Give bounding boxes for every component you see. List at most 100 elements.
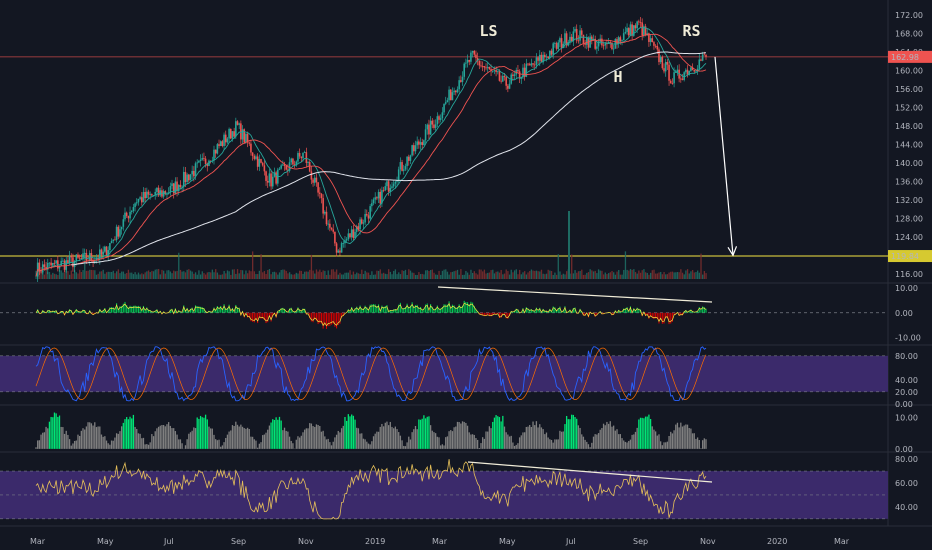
volume-bar bbox=[483, 269, 486, 279]
candle-body bbox=[587, 37, 590, 48]
volume-bar bbox=[493, 273, 496, 279]
candle-body bbox=[315, 177, 318, 183]
candle-body bbox=[219, 141, 222, 146]
candle-body bbox=[552, 43, 554, 55]
volume-bar bbox=[89, 269, 91, 279]
volume-bar bbox=[161, 269, 163, 279]
volume-bar bbox=[213, 272, 215, 279]
candle-body bbox=[345, 239, 348, 241]
candle-body bbox=[513, 74, 516, 76]
candle-body bbox=[664, 61, 667, 72]
candle-body bbox=[367, 215, 370, 219]
candle-body bbox=[648, 33, 650, 42]
volume-bar bbox=[252, 251, 254, 279]
volume-bar bbox=[362, 274, 365, 279]
volume-bar bbox=[691, 270, 694, 279]
volume-bar bbox=[502, 274, 504, 279]
volume-bar bbox=[478, 269, 481, 279]
candle-body bbox=[38, 262, 41, 272]
candle-body bbox=[325, 211, 328, 225]
volume-bar bbox=[206, 272, 208, 279]
volume-bar bbox=[122, 271, 125, 279]
candle-body bbox=[585, 37, 588, 45]
candle-body bbox=[680, 78, 682, 80]
volume-bar bbox=[104, 273, 106, 279]
rsi-divergence-line bbox=[467, 461, 713, 483]
candle-body bbox=[72, 257, 74, 268]
candle-body bbox=[134, 203, 136, 208]
candle-body bbox=[114, 239, 116, 241]
volume-bar bbox=[576, 272, 578, 279]
candle-body bbox=[233, 131, 235, 137]
volume-bar bbox=[233, 269, 235, 279]
candle-body bbox=[340, 243, 343, 253]
candle-body bbox=[65, 260, 68, 270]
volume-bar bbox=[354, 274, 356, 279]
volume-bar bbox=[369, 274, 371, 279]
candle-body bbox=[676, 69, 679, 73]
candle-body bbox=[214, 149, 217, 154]
volume-bar bbox=[418, 272, 420, 279]
candle-body bbox=[332, 229, 335, 232]
candle-body bbox=[50, 262, 52, 266]
volume-bar bbox=[280, 270, 282, 279]
candle-body bbox=[700, 59, 702, 61]
volume-bar bbox=[257, 274, 259, 279]
volume-bar bbox=[126, 272, 128, 279]
volume-bar bbox=[87, 270, 89, 279]
volume-bar bbox=[611, 271, 613, 279]
volume-bar bbox=[431, 269, 433, 279]
candle-body bbox=[606, 43, 608, 45]
volume-spike bbox=[568, 211, 570, 279]
x-tick-label: 2020 bbox=[767, 537, 787, 546]
volume-bar bbox=[604, 272, 606, 279]
volume-bar bbox=[272, 271, 274, 279]
volume-bar bbox=[322, 270, 324, 279]
candle-body bbox=[109, 243, 111, 251]
candle-body bbox=[465, 62, 467, 64]
candle-body bbox=[97, 257, 99, 260]
candle-body bbox=[376, 197, 378, 199]
volume-bar bbox=[455, 270, 457, 279]
volume-bar bbox=[550, 270, 553, 279]
volume-bar bbox=[530, 269, 533, 279]
volume-bar bbox=[428, 270, 430, 279]
candle-body bbox=[554, 43, 556, 44]
volume-bar bbox=[571, 254, 573, 279]
volume-bar bbox=[203, 273, 205, 279]
candle-body bbox=[199, 159, 202, 162]
candle-body bbox=[401, 162, 403, 171]
candle-body bbox=[55, 260, 57, 264]
volume-bar bbox=[144, 272, 146, 279]
volume-bar bbox=[394, 269, 397, 279]
volume-bar bbox=[414, 274, 417, 279]
candle-body bbox=[40, 271, 42, 273]
volume-bar bbox=[423, 274, 425, 279]
candle-body bbox=[397, 169, 400, 181]
candle-body bbox=[545, 56, 548, 58]
candle-body bbox=[431, 120, 434, 125]
volume-bar bbox=[591, 270, 593, 279]
volume-bar bbox=[705, 273, 707, 279]
volume-bar bbox=[542, 273, 544, 279]
candle-body bbox=[235, 121, 237, 137]
candle-body bbox=[275, 172, 277, 184]
volume-bar bbox=[307, 271, 309, 279]
volume-bar bbox=[658, 272, 660, 279]
candle-body bbox=[164, 191, 167, 195]
candle-body bbox=[270, 173, 272, 187]
volume-bar bbox=[681, 272, 684, 279]
volume-bar bbox=[68, 274, 71, 279]
volume-bar bbox=[453, 271, 455, 279]
volume-bar bbox=[245, 270, 247, 279]
candle-body bbox=[411, 145, 413, 156]
candle-body bbox=[177, 184, 180, 192]
candle-body bbox=[413, 145, 415, 152]
volume-bar bbox=[413, 272, 415, 279]
volume-bar bbox=[562, 273, 564, 279]
candle-body bbox=[438, 116, 440, 120]
candle-body bbox=[99, 249, 101, 260]
candle-body bbox=[364, 214, 366, 223]
volume-bar bbox=[240, 269, 242, 279]
